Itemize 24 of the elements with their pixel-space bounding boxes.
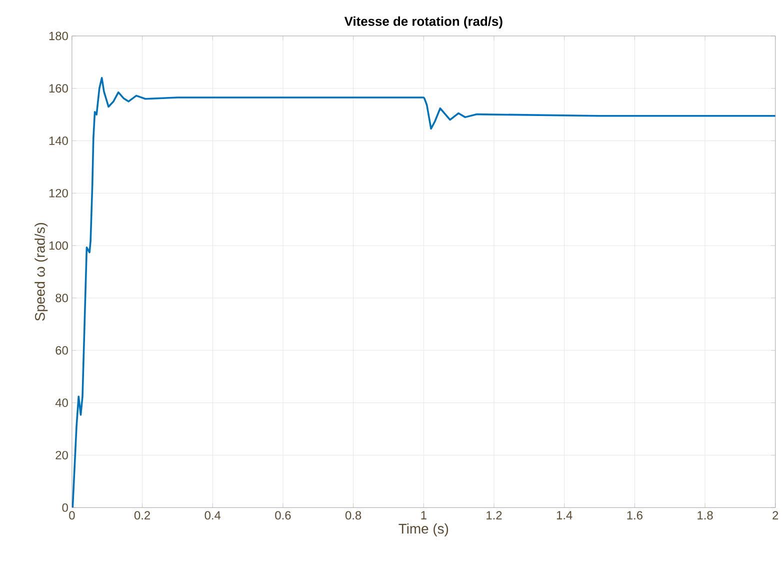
x-tick-label: 0 xyxy=(69,511,75,520)
x-tick-label: 0.2 xyxy=(134,511,150,520)
y-tick-label: 80 xyxy=(56,294,68,302)
y-tick-label: 100 xyxy=(49,242,68,250)
x-tick-label: 1.4 xyxy=(556,511,572,520)
y-tick-label: 60 xyxy=(56,346,68,355)
y-tick-label: 180 xyxy=(49,32,68,40)
y-tick-label: 0 xyxy=(62,504,68,512)
x-tick-label: 2 xyxy=(772,511,778,520)
x-tick-label: 1.8 xyxy=(698,511,713,520)
y-tick-label: 140 xyxy=(49,136,68,146)
y-tick-label: 20 xyxy=(56,451,68,460)
x-tick-label: 1.2 xyxy=(486,511,502,520)
x-tick-label: 0.6 xyxy=(275,511,291,520)
y-axis-title: Speed ω (rad/s) xyxy=(34,223,48,321)
x-tick-label: 1.6 xyxy=(627,511,642,520)
x-tick-label: 1 xyxy=(421,511,426,520)
x-tick-label: 0.8 xyxy=(345,511,362,520)
y-tick-label: 40 xyxy=(55,398,68,408)
y-tick-label: 120 xyxy=(49,189,68,198)
y-tick-label: 160 xyxy=(49,84,68,93)
x-axis-title: Time (s) xyxy=(398,524,448,537)
x-tick-label: 0.4 xyxy=(204,511,221,520)
chart-title: Vitesse de rotation (rad/s) xyxy=(344,16,502,29)
